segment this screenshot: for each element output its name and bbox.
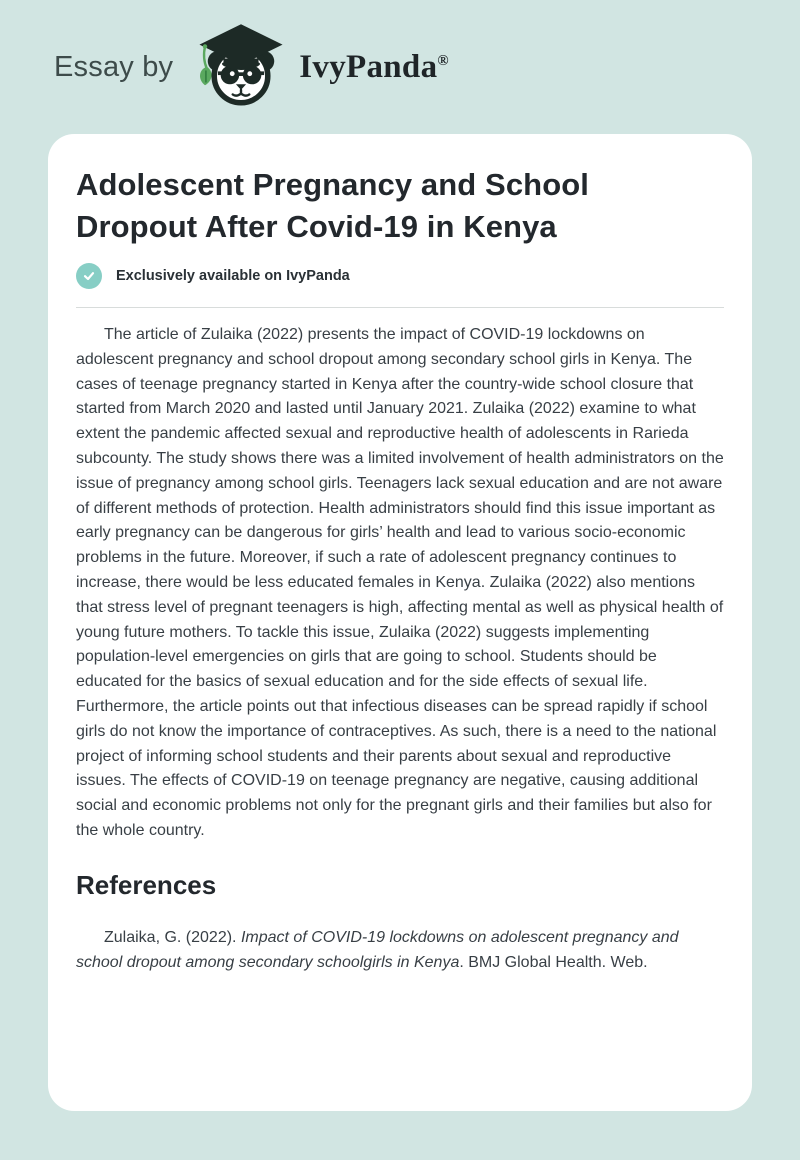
reference-entry: Zulaika, G. (2022). Impact of COVID-19 l…: [76, 925, 724, 975]
registered-trademark: ®: [437, 52, 449, 69]
page-title: Adolescent Pregnancy and School Dropout …: [76, 167, 589, 244]
exclusive-badge: Exclusively available on IvyPanda: [76, 263, 724, 289]
brand-name: IvyPanda: [299, 48, 438, 85]
site-header: Essay by: [0, 0, 800, 134]
essay-by-label: Essay by: [54, 50, 174, 83]
essay-card: Adolescent Pregnancy and School Dropout …: [48, 134, 752, 1111]
reference-source: . BMJ Global Health. Web.: [459, 953, 648, 971]
badge-label: Exclusively available on IvyPanda: [116, 268, 350, 284]
divider: [76, 307, 724, 308]
essay-body-paragraph: The article of Zulaika (2022) presents t…: [76, 326, 724, 839]
check-icon: [76, 263, 102, 289]
references-heading: References: [76, 869, 217, 900]
brand-wordmark: IvyPanda®: [299, 49, 449, 86]
reference-author: Zulaika, G. (2022).: [104, 928, 241, 946]
reference-title-italic: Impact of COVID-19 lockdowns on adolesce…: [76, 928, 679, 971]
panda-graduate-icon: [193, 21, 289, 107]
